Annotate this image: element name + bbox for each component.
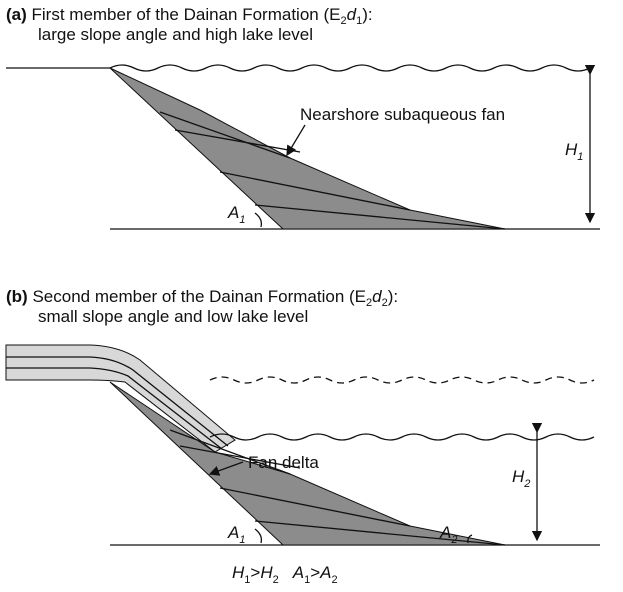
subtitle-a: large slope angle and high lake level [38,25,313,44]
height-b: H2 [512,467,530,490]
title-a: (a) First member of the Dainan Formation… [6,5,373,27]
section-b [5,344,600,546]
title-b: (b) Second member of the Dainan Formatio… [6,287,398,309]
section-a [6,64,600,230]
relation: H1>H2 A1>A2 [232,563,338,586]
fan-label-a: Nearshore subaqueous fan [300,105,505,124]
fan-label-b: Fan delta [248,453,319,472]
angle2-b: A2 [439,523,457,546]
height-a: H1 [565,140,583,163]
subtitle-b: small slope angle and low lake level [38,307,308,326]
angle1-b: A1 [227,523,245,546]
angle-a: A1 [227,203,245,226]
